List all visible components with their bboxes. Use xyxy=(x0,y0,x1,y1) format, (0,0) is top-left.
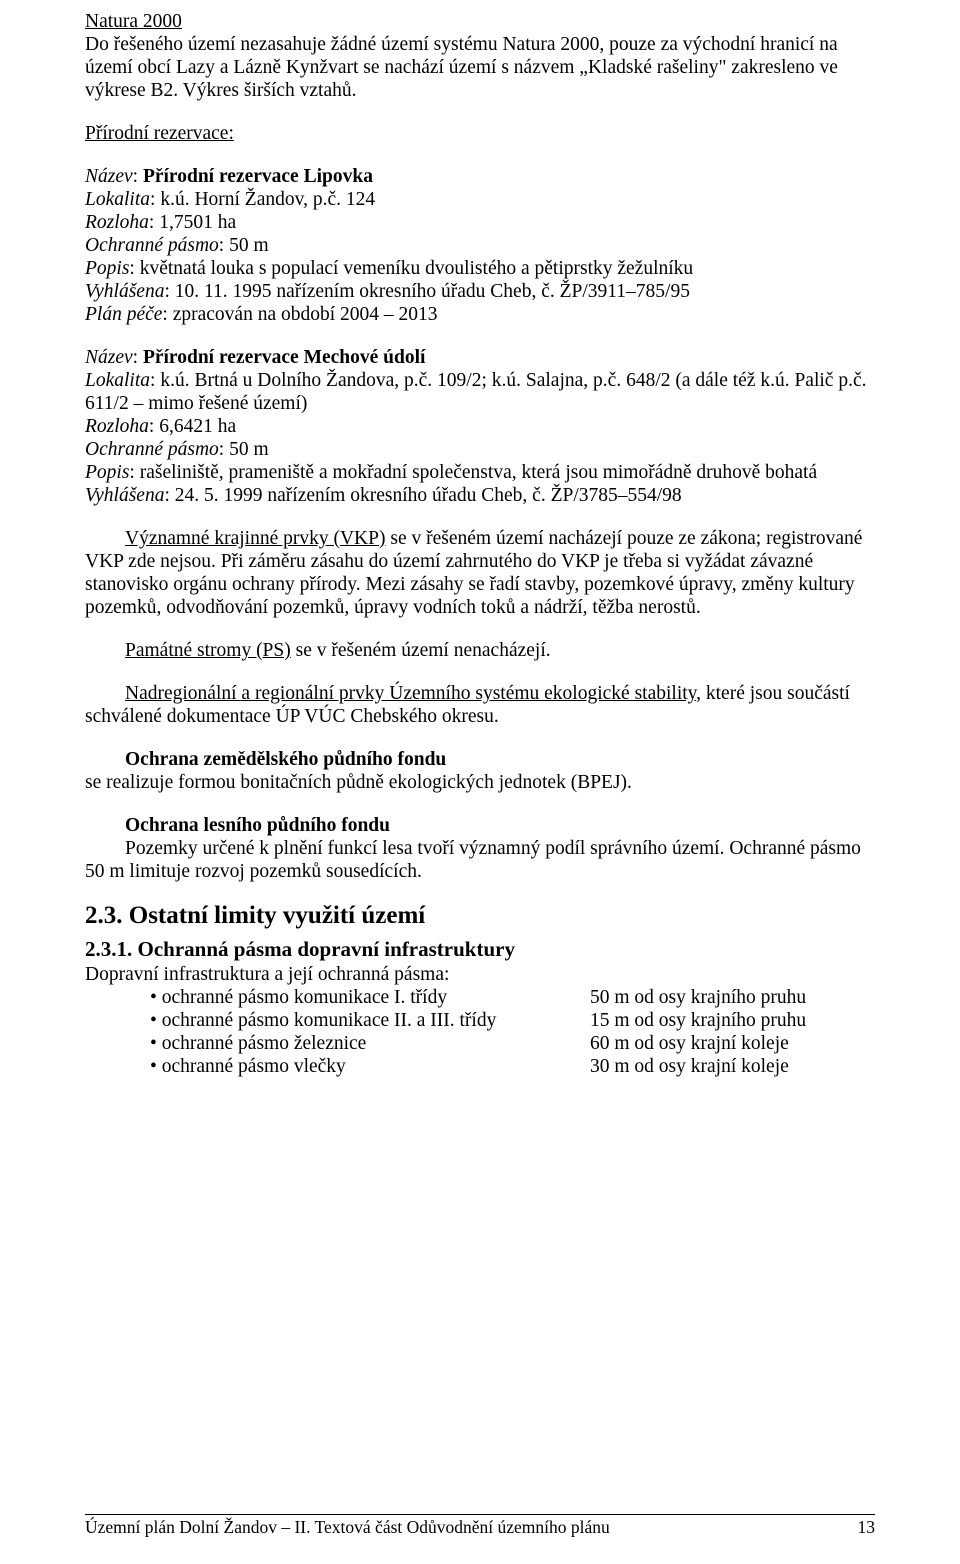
r1-plan-label: Plán péče xyxy=(85,304,162,325)
sep: : xyxy=(162,304,172,325)
olpf-body: Pozemky určené k plnění funkcí lesa tvoř… xyxy=(85,837,875,883)
r1-vyhl-label: Vyhlášena xyxy=(85,281,164,302)
sep: : xyxy=(133,347,143,368)
natura-body: Do řešeného území nezasahuje žádné území… xyxy=(85,33,875,102)
bullet-label: • ochranné pásmo komunikace I. třídy xyxy=(150,986,590,1009)
ozpf-body: se realizuje formou bonitačních půdně ek… xyxy=(85,771,875,794)
r1-popis-label: Popis xyxy=(85,258,129,279)
r1-nazev: Název: Přírodní rezervace Lipovka xyxy=(85,165,875,188)
pr-heading-text: Přírodní rezervace: xyxy=(85,123,234,144)
bullet-label: • ochranné pásmo železnice xyxy=(150,1032,590,1055)
bullet-row: • ochranné pásmo železnice 60 m od osy k… xyxy=(150,1032,875,1055)
r1-pasmo-val: 50 m xyxy=(229,235,269,256)
bullet-row: • ochranné pásmo komunikace I. třídy 50 … xyxy=(150,986,875,1009)
ozpf-heading: Ochrana zemědělského půdního fondu xyxy=(85,748,875,771)
r1-rozloha-label: Rozloha xyxy=(85,212,149,233)
uses-para: Nadregionální a regionální prvky Územníh… xyxy=(85,682,875,728)
r2-popis-val: rašeliniště, prameniště a mokřadní spole… xyxy=(140,462,817,483)
r1-vyhl-val: 10. 11. 1995 nařízením okresního úřadu C… xyxy=(175,281,690,302)
sep: : xyxy=(219,439,229,460)
footer-left: Územní plán Dolní Žandov – II. Textová č… xyxy=(85,1517,610,1538)
page-footer: Územní plán Dolní Žandov – II. Textová č… xyxy=(85,1514,875,1538)
r2-nazev-label: Název xyxy=(85,347,133,368)
r1-vyhl: Vyhlášena: 10. 11. 1995 nařízením okresn… xyxy=(85,280,875,303)
r1-pasmo-label: Ochranné pásmo xyxy=(85,235,219,256)
r2-vyhl-val: 24. 5. 1999 nařízením okresního úřadu Ch… xyxy=(175,485,682,506)
sep: : xyxy=(150,189,160,210)
natura-heading: Natura 2000 xyxy=(85,10,875,33)
r1-nazev-label: Název xyxy=(85,166,133,187)
bullet-value: 50 m od osy krajního pruhu xyxy=(590,986,806,1009)
bullet-label: • ochranné pásmo komunikace II. a III. t… xyxy=(150,1009,590,1032)
r2-vyhl: Vyhlášena: 24. 5. 1999 nařízením okresní… xyxy=(85,484,875,507)
pr-heading: Přírodní rezervace: xyxy=(85,122,875,145)
natura-heading-text: Natura 2000 xyxy=(85,11,182,32)
ozpf-heading-text: Ochrana zemědělského půdního fondu xyxy=(125,749,446,770)
r1-lokalita-val: k.ú. Horní Žandov, p.č. 124 xyxy=(160,189,375,210)
sep: : xyxy=(219,235,229,256)
footer-page-number: 13 xyxy=(858,1517,876,1538)
olpf-heading-text: Ochrana lesního půdního fondu xyxy=(125,815,390,836)
sep: : xyxy=(164,281,174,302)
r2-popis-label: Popis xyxy=(85,462,129,483)
r1-pasmo: Ochranné pásmo: 50 m xyxy=(85,234,875,257)
r2-rozloha-val: 6,6421 ha xyxy=(159,416,236,437)
r1-lokalita: Lokalita: k.ú. Horní Žandov, p.č. 124 xyxy=(85,188,875,211)
r2-lokalita: Lokalita: k.ú. Brtná u Dolního Žandova, … xyxy=(85,369,875,415)
ps-rest: se v řešeném území nenacházejí. xyxy=(291,640,551,661)
bullet-row: • ochranné pásmo komunikace II. a III. t… xyxy=(150,1009,875,1032)
document-page: Natura 2000 Do řešeného území nezasahuje… xyxy=(0,0,960,1564)
uses-lead: Nadregionální a regionální prvky Územníh… xyxy=(125,683,696,704)
olpf-heading: Ochrana lesního půdního fondu xyxy=(85,814,875,837)
sep: : xyxy=(133,166,143,187)
sep: : xyxy=(129,462,139,483)
sep: : xyxy=(149,212,159,233)
r2-vyhl-label: Vyhlášena xyxy=(85,485,164,506)
r1-rozloha: Rozloha: 1,7501 ha xyxy=(85,211,875,234)
dopravni-intro: Dopravní infrastruktura a její ochranná … xyxy=(85,963,875,986)
r1-popis-val: květnatá louka s populací vemeníku dvoul… xyxy=(140,258,693,279)
r2-nazev-val: Přírodní rezervace Mechové údolí xyxy=(143,347,426,368)
r2-lokalita-val: k.ú. Brtná u Dolního Žandova, p.č. 109/2… xyxy=(85,370,866,414)
bullet-list: • ochranné pásmo komunikace I. třídy 50 … xyxy=(85,986,875,1078)
r2-rozloha-label: Rozloha xyxy=(85,416,149,437)
r2-lokalita-label: Lokalita xyxy=(85,370,150,391)
bullet-value: 60 m od osy krajní koleje xyxy=(590,1032,789,1055)
r1-plan-val: zpracován na období 2004 – 2013 xyxy=(173,304,438,325)
r1-plan: Plán péče: zpracován na období 2004 – 20… xyxy=(85,303,875,326)
ps-para: Památné stromy (PS) se v řešeném území n… xyxy=(85,639,875,662)
bullet-label: • ochranné pásmo vlečky xyxy=(150,1055,590,1078)
r2-nazev: Název: Přírodní rezervace Mechové údolí xyxy=(85,346,875,369)
r1-rozloha-val: 1,7501 ha xyxy=(159,212,236,233)
vkp-para: Významné krajinné prvky (VKP) se v řešen… xyxy=(85,527,875,619)
r1-popis: Popis: květnatá louka s populací vemeník… xyxy=(85,257,875,280)
sep: : xyxy=(149,416,159,437)
r2-pasmo: Ochranné pásmo: 50 m xyxy=(85,438,875,461)
r1-lokalita-label: Lokalita xyxy=(85,189,150,210)
bullet-value: 15 m od osy krajního pruhu xyxy=(590,1009,806,1032)
r2-rozloha: Rozloha: 6,6421 ha xyxy=(85,415,875,438)
section-2-3-1: 2.3.1. Ochranná pásma dopravní infrastru… xyxy=(85,937,875,962)
r2-popis: Popis: rašeliniště, prameniště a mokřadn… xyxy=(85,461,875,484)
bullet-value: 30 m od osy krajní koleje xyxy=(590,1055,789,1078)
sep: : xyxy=(129,258,139,279)
sep: : xyxy=(164,485,174,506)
sep: : xyxy=(150,370,160,391)
r2-pasmo-val: 50 m xyxy=(229,439,269,460)
bullet-row: • ochranné pásmo vlečky 30 m od osy kraj… xyxy=(150,1055,875,1078)
section-2-3: 2.3. Ostatní limity využití území xyxy=(85,901,875,931)
r1-nazev-val: Přírodní rezervace Lipovka xyxy=(143,166,373,187)
r2-pasmo-label: Ochranné pásmo xyxy=(85,439,219,460)
vkp-lead: Významné krajinné prvky (VKP) xyxy=(125,528,385,549)
ps-lead: Památné stromy (PS) xyxy=(125,640,291,661)
